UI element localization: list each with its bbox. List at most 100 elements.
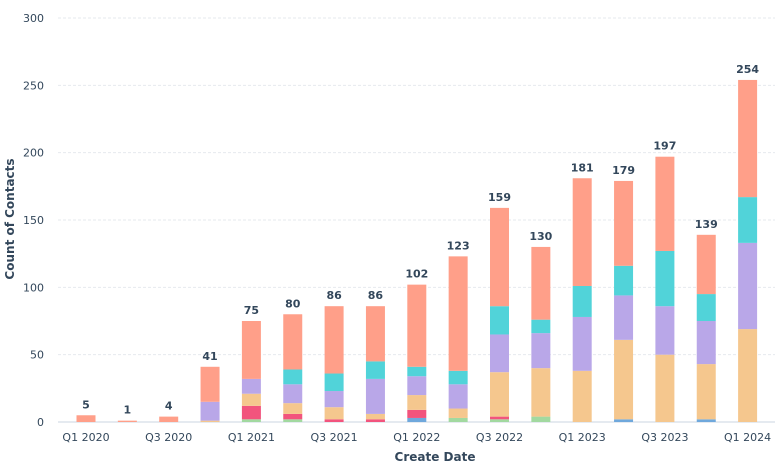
bar-segment	[76, 415, 96, 422]
bar-segment	[407, 409, 427, 418]
bar-segment	[614, 419, 634, 422]
bar-segment	[448, 384, 468, 409]
bar-total-label: 1	[124, 404, 132, 417]
x-tick-label: Q3 2020	[145, 431, 192, 444]
bar-segment	[655, 354, 675, 422]
bar-segment	[200, 420, 220, 422]
bar-total-label: 4	[165, 400, 173, 413]
y-tick-label: 0	[37, 416, 44, 429]
bar-segment	[448, 256, 468, 371]
bar-series	[76, 79, 758, 422]
bar-segment	[531, 368, 551, 417]
x-tick-label: Q3 2022	[476, 431, 523, 444]
bar-segment	[696, 321, 716, 365]
bar-segment	[283, 419, 303, 422]
bar-total-label: 159	[488, 191, 511, 204]
bar-total-label: 80	[285, 297, 301, 310]
bar-segment	[448, 417, 468, 422]
bar-segment	[490, 306, 509, 335]
bar-total-label: 102	[405, 268, 428, 281]
bar-segment	[241, 405, 261, 420]
bar-segment	[531, 319, 551, 334]
bar-segment	[572, 370, 592, 422]
bar-segment	[448, 408, 468, 418]
y-tick-label: 100	[23, 281, 44, 294]
bar-segment	[531, 416, 551, 422]
bar-total-label: 197	[653, 140, 676, 153]
bar-segment	[283, 413, 303, 420]
bar-segment	[531, 246, 551, 320]
bar-segment	[572, 316, 592, 371]
bar-segment	[614, 339, 634, 420]
bar-segment	[696, 364, 716, 420]
y-tick-label: 150	[23, 214, 44, 227]
bar-segment	[738, 242, 758, 330]
bar-total-label: 86	[368, 289, 384, 302]
bar-total-label: 181	[571, 161, 594, 174]
y-tick-label: 50	[30, 349, 44, 362]
bar-segment	[241, 321, 261, 379]
x-axis-ticks: Q1 2020 Q3 2020 Q1 2021 Q3 2021 Q1 2022 Q3 20…	[62, 431, 771, 444]
bar-segment	[490, 416, 509, 420]
bar-segment	[696, 294, 716, 321]
bar-total-label: 179	[612, 164, 635, 177]
x-tick-label: Q1 2022	[393, 431, 440, 444]
bar-segment	[407, 417, 427, 422]
bar-segment	[324, 391, 344, 408]
bar-segment	[407, 284, 427, 367]
bar-segment	[365, 361, 385, 379]
bar-segment	[490, 334, 509, 373]
bar-segment	[407, 376, 427, 396]
bar-segment	[283, 384, 303, 404]
bar-segment	[283, 369, 303, 385]
bar-segment	[324, 407, 344, 420]
bar-segment	[200, 401, 220, 421]
x-tick-label: Q1 2023	[559, 431, 606, 444]
bar-segment	[738, 329, 758, 422]
bar-segment	[696, 419, 716, 422]
bar-segment	[738, 197, 758, 243]
x-tick-label: Q3 2023	[641, 431, 688, 444]
bar-segment	[572, 178, 592, 286]
bar-segment	[117, 420, 137, 422]
bar-segment	[241, 378, 261, 394]
bar-segment	[490, 207, 509, 307]
bar-segment	[283, 403, 303, 414]
bar-segment	[572, 285, 592, 317]
bar-segment	[365, 413, 385, 420]
bar-segment	[614, 180, 634, 266]
y-tick-label: 200	[23, 147, 44, 160]
bar-segment	[365, 306, 385, 362]
bar-total-label: 130	[529, 230, 552, 243]
bar-segment	[159, 416, 179, 422]
bar-segment	[324, 373, 344, 392]
bar-total-label: 75	[244, 304, 259, 317]
bar-total-label: 41	[202, 350, 217, 363]
bar-total-label: 86	[326, 289, 342, 302]
bar-total-label: 139	[695, 218, 718, 231]
bar-segment	[696, 234, 716, 295]
bar-total-labels: 5 1 4 41 75 80 86 86 102 123 159 130 181 179 197 139 254	[82, 63, 759, 417]
bar-segment	[655, 156, 675, 251]
bar-segment	[738, 79, 758, 198]
bar-segment	[655, 306, 675, 355]
bar-segment	[614, 265, 634, 296]
bar-total-label: 5	[82, 398, 90, 411]
x-tick-label: Q3 2021	[311, 431, 358, 444]
y-tick-label: 250	[23, 79, 44, 92]
bar-segment	[283, 314, 303, 370]
x-axis-title: Create Date	[395, 450, 476, 464]
bar-total-label: 123	[447, 239, 470, 252]
x-tick-label: Q1 2020	[62, 431, 109, 444]
bar-segment	[324, 419, 344, 422]
bar-segment	[490, 372, 509, 417]
bar-segment	[200, 366, 220, 402]
y-tick-label: 300	[23, 12, 44, 25]
bar-segment	[614, 295, 634, 340]
bar-total-label: 254	[736, 63, 759, 76]
y-axis-title: Count of Contacts	[3, 158, 17, 279]
bar-segment	[241, 393, 261, 406]
bar-segment	[407, 395, 427, 410]
